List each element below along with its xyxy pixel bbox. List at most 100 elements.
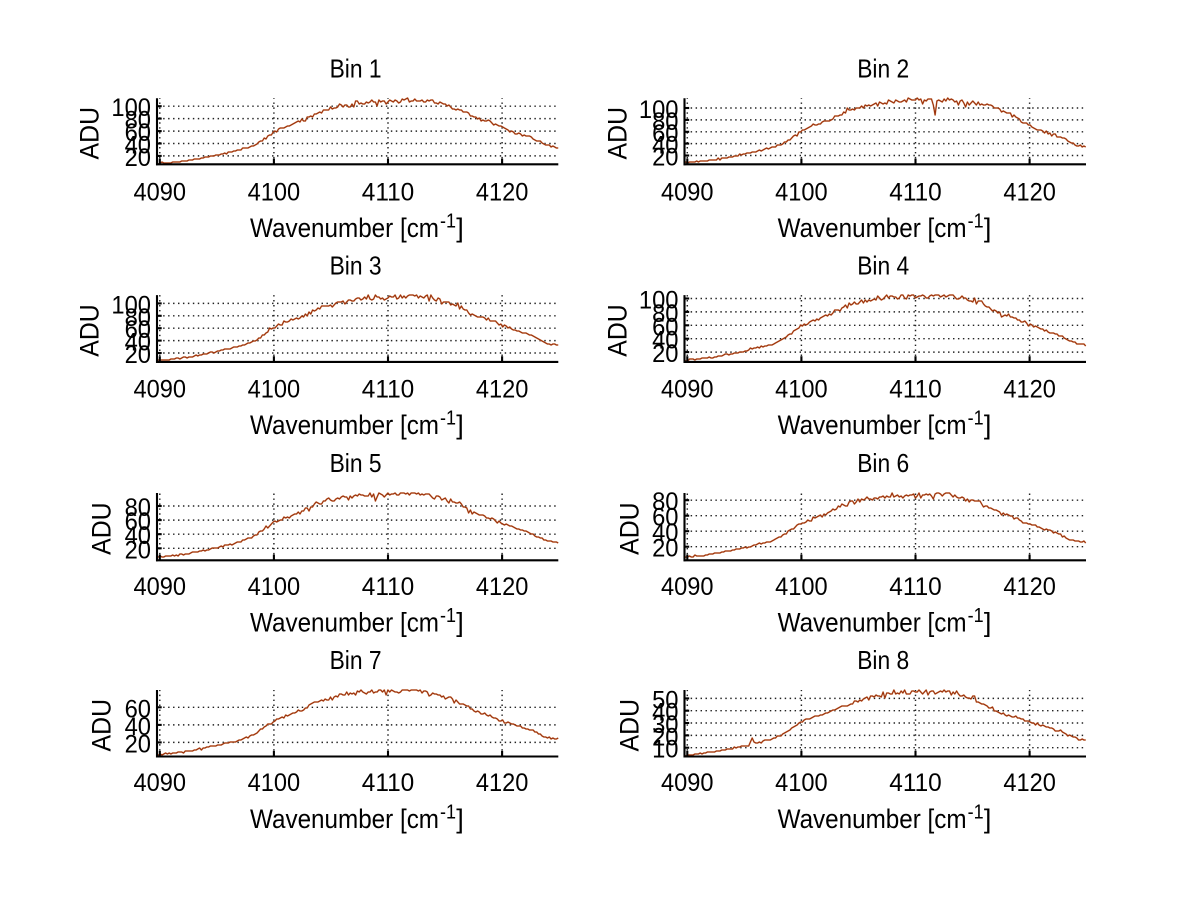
svg-text:60: 60 — [125, 316, 151, 344]
svg-text:4100: 4100 — [775, 376, 828, 404]
svg-text:20: 20 — [652, 535, 678, 563]
svg-text:-1: -1 — [968, 605, 984, 627]
svg-text:4110: 4110 — [362, 376, 415, 404]
svg-text:-1: -1 — [440, 408, 456, 430]
svg-text:Bin 7: Bin 7 — [330, 645, 382, 675]
svg-text:ADU: ADU — [87, 502, 117, 555]
svg-text:]: ] — [984, 213, 992, 243]
svg-text:Wavenumber [cm: Wavenumber [cm — [778, 804, 967, 834]
svg-text:4110: 4110 — [889, 179, 942, 207]
svg-text:ADU: ADU — [615, 699, 645, 752]
svg-text:60: 60 — [125, 508, 151, 536]
svg-text:]: ] — [984, 607, 992, 637]
svg-text:20: 20 — [652, 144, 678, 172]
svg-text:]: ] — [456, 410, 464, 440]
svg-text:-1: -1 — [440, 802, 456, 824]
svg-text:4100: 4100 — [248, 573, 301, 601]
svg-text:Wavenumber [cm: Wavenumber [cm — [250, 213, 439, 243]
svg-text:]: ] — [456, 804, 464, 834]
svg-text:4120: 4120 — [1003, 376, 1056, 404]
svg-text:4120: 4120 — [476, 179, 529, 207]
svg-text:ADU: ADU — [602, 304, 632, 357]
svg-text:60: 60 — [652, 120, 678, 148]
svg-text:Wavenumber [cm: Wavenumber [cm — [778, 410, 967, 440]
svg-text:ADU: ADU — [74, 107, 104, 160]
svg-text:4120: 4120 — [1003, 769, 1056, 797]
svg-text:4120: 4120 — [476, 376, 529, 404]
svg-text:]: ] — [984, 804, 992, 834]
svg-text:Bin 2: Bin 2 — [857, 54, 909, 84]
svg-text:Bin 4: Bin 4 — [857, 251, 909, 281]
svg-text:4110: 4110 — [362, 179, 415, 207]
svg-text:20: 20 — [125, 730, 151, 758]
svg-text:100: 100 — [639, 96, 679, 124]
svg-text:4090: 4090 — [134, 769, 187, 797]
svg-text:4100: 4100 — [248, 769, 301, 797]
svg-text:4090: 4090 — [661, 769, 714, 797]
svg-text:4110: 4110 — [889, 376, 942, 404]
svg-text:20: 20 — [125, 144, 151, 172]
svg-text:40: 40 — [652, 519, 678, 547]
svg-text:4110: 4110 — [889, 573, 942, 601]
svg-text:100: 100 — [111, 94, 151, 122]
svg-text:4090: 4090 — [661, 179, 714, 207]
svg-text:100: 100 — [111, 291, 151, 319]
svg-text:40: 40 — [652, 132, 678, 160]
svg-text:20: 20 — [652, 723, 678, 751]
svg-text:]: ] — [456, 213, 464, 243]
svg-text:4100: 4100 — [775, 573, 828, 601]
svg-text:80: 80 — [652, 300, 678, 328]
svg-text:40: 40 — [652, 699, 678, 727]
svg-text:80: 80 — [652, 108, 678, 136]
svg-text:]: ] — [984, 410, 992, 440]
svg-text:Bin 6: Bin 6 — [857, 448, 909, 478]
svg-text:Bin 5: Bin 5 — [330, 448, 382, 478]
svg-text:40: 40 — [125, 522, 151, 550]
svg-text:ADU: ADU — [74, 304, 104, 357]
svg-text:100: 100 — [639, 287, 679, 315]
svg-text:10: 10 — [652, 736, 678, 764]
svg-text:20: 20 — [125, 341, 151, 369]
svg-text:60: 60 — [652, 313, 678, 341]
svg-text:4100: 4100 — [775, 179, 828, 207]
svg-text:30: 30 — [652, 711, 678, 739]
svg-text:80: 80 — [125, 494, 151, 522]
svg-text:4090: 4090 — [134, 573, 187, 601]
svg-text:Wavenumber [cm: Wavenumber [cm — [250, 804, 439, 834]
svg-text:40: 40 — [125, 713, 151, 741]
svg-text:60: 60 — [125, 119, 151, 147]
svg-text:]: ] — [456, 607, 464, 637]
svg-text:Bin 3: Bin 3 — [330, 251, 382, 281]
svg-text:4090: 4090 — [661, 376, 714, 404]
svg-text:ADU: ADU — [602, 107, 632, 160]
svg-text:ADU: ADU — [615, 502, 645, 555]
svg-text:20: 20 — [652, 340, 678, 368]
svg-text:80: 80 — [652, 488, 678, 516]
svg-text:60: 60 — [652, 504, 678, 532]
svg-text:60: 60 — [125, 695, 151, 723]
svg-text:ADU: ADU — [87, 699, 117, 752]
svg-text:-1: -1 — [968, 211, 984, 233]
svg-text:Bin 1: Bin 1 — [330, 54, 382, 84]
svg-text:40: 40 — [125, 329, 151, 357]
svg-text:4100: 4100 — [248, 179, 301, 207]
svg-text:4120: 4120 — [476, 769, 529, 797]
svg-text:4120: 4120 — [1003, 573, 1056, 601]
svg-text:4110: 4110 — [362, 573, 415, 601]
svg-text:20: 20 — [125, 536, 151, 564]
svg-text:Wavenumber [cm: Wavenumber [cm — [778, 213, 967, 243]
svg-text:40: 40 — [652, 327, 678, 355]
svg-text:4110: 4110 — [362, 769, 415, 797]
svg-text:4090: 4090 — [134, 179, 187, 207]
svg-text:Wavenumber [cm: Wavenumber [cm — [778, 607, 967, 637]
svg-text:-1: -1 — [968, 408, 984, 430]
svg-text:Wavenumber [cm: Wavenumber [cm — [250, 607, 439, 637]
svg-text:Wavenumber [cm: Wavenumber [cm — [250, 410, 439, 440]
svg-text:80: 80 — [125, 304, 151, 332]
svg-text:4090: 4090 — [134, 376, 187, 404]
svg-text:4120: 4120 — [1003, 179, 1056, 207]
svg-text:Bin 8: Bin 8 — [857, 645, 909, 675]
svg-text:4090: 4090 — [661, 573, 714, 601]
svg-text:-1: -1 — [440, 605, 456, 627]
svg-text:-1: -1 — [440, 211, 456, 233]
